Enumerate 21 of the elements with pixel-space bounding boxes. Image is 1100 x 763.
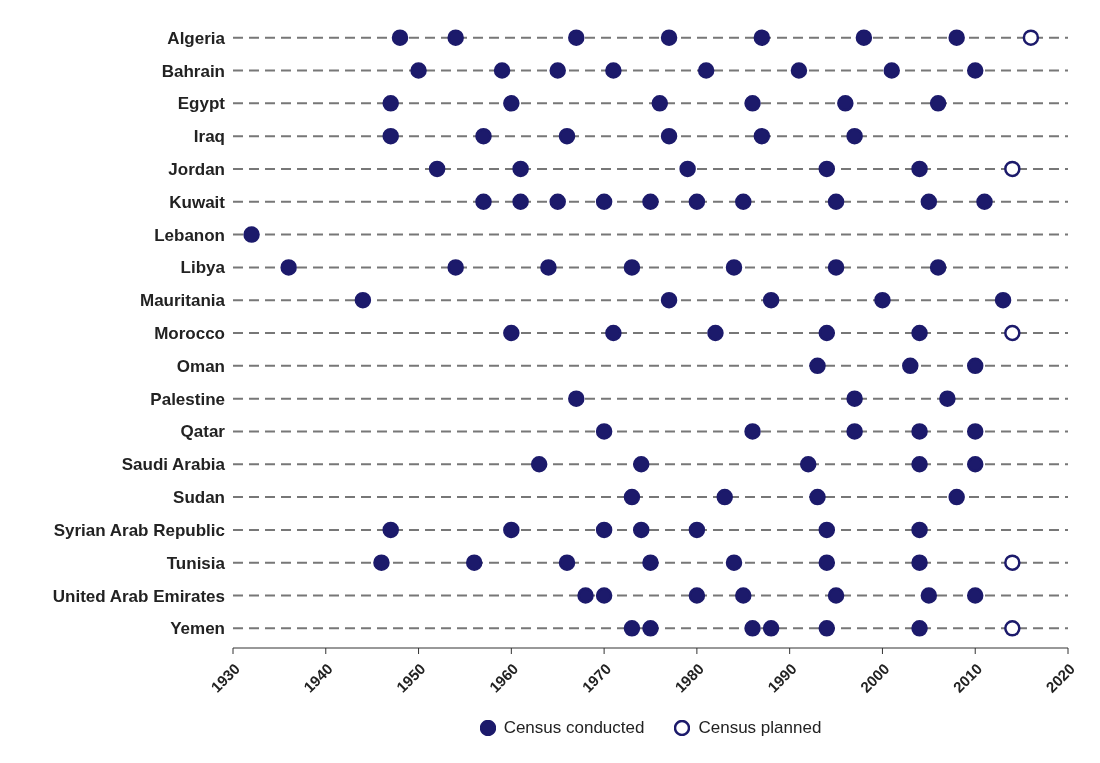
y-tick-label: Sudan [173, 488, 225, 508]
y-tick-label: Oman [176, 356, 225, 376]
y-tick-label: Saudi Arabia [121, 455, 226, 475]
legend-label: Census conducted [502, 718, 645, 738]
y-tick-label: United Arab Emirates [52, 586, 225, 606]
y-tick-label: Libya [180, 258, 226, 278]
y-tick-label: Mauritania [139, 291, 226, 311]
y-tick-label: Iraq [193, 127, 225, 147]
legend-label: Census planned [697, 718, 822, 738]
y-tick-label: Bahrain [161, 61, 225, 81]
y-tick-label: Qatar [180, 422, 226, 442]
y-tick-label: Yemen [170, 619, 225, 639]
y-tick-label: Lebanon [154, 225, 225, 245]
y-tick-label: Palestine [150, 389, 225, 409]
y-tick-label: Kuwait [169, 192, 226, 212]
y-tick-label: Syrian Arab Republic [53, 520, 225, 540]
y-tick-label: Tunisia [166, 553, 226, 573]
y-tick-label: Jordan [168, 159, 225, 179]
y-tick-label: Algeria [167, 28, 226, 48]
y-tick-label: Morocco [154, 324, 225, 344]
y-tick-label: Egypt [177, 94, 226, 114]
